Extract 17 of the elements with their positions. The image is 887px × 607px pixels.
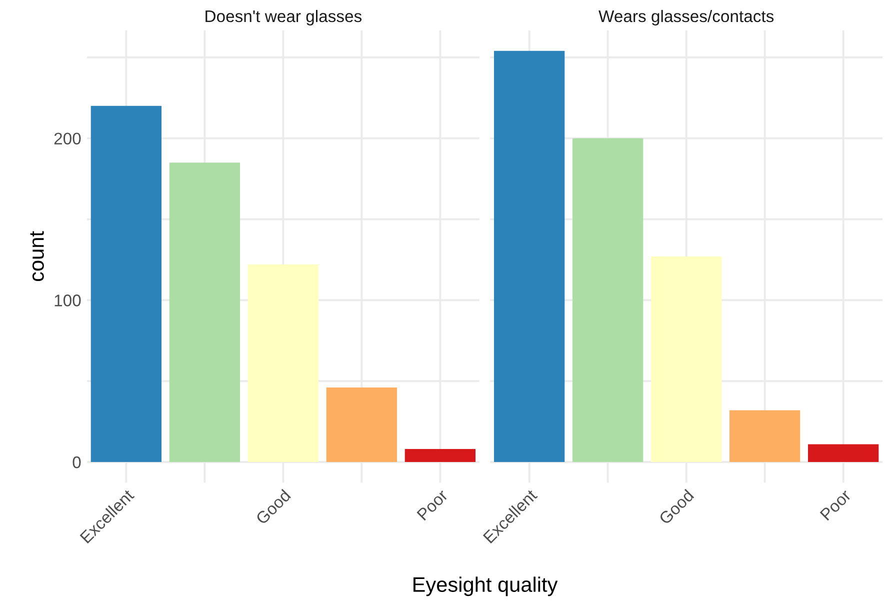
bar bbox=[169, 162, 240, 462]
bar bbox=[729, 410, 800, 462]
y-tick-label: 200 bbox=[54, 132, 81, 145]
bar bbox=[808, 444, 879, 462]
y-axis-title: count bbox=[30, 231, 44, 282]
chart-title: Wears glasses/contacts bbox=[598, 10, 774, 26]
y-tick-label: 100 bbox=[54, 294, 81, 306]
y-tick-label: 0 bbox=[72, 456, 81, 468]
chart-title: Doesn't wear glasses bbox=[206, 10, 362, 26]
bar bbox=[404, 449, 476, 462]
bar bbox=[248, 264, 318, 462]
bar bbox=[650, 256, 722, 462]
bar bbox=[494, 50, 565, 462]
bar bbox=[90, 106, 162, 462]
bar bbox=[326, 388, 397, 462]
bar bbox=[572, 138, 644, 462]
x-axis-title: Eyesight quality bbox=[414, 576, 558, 596]
